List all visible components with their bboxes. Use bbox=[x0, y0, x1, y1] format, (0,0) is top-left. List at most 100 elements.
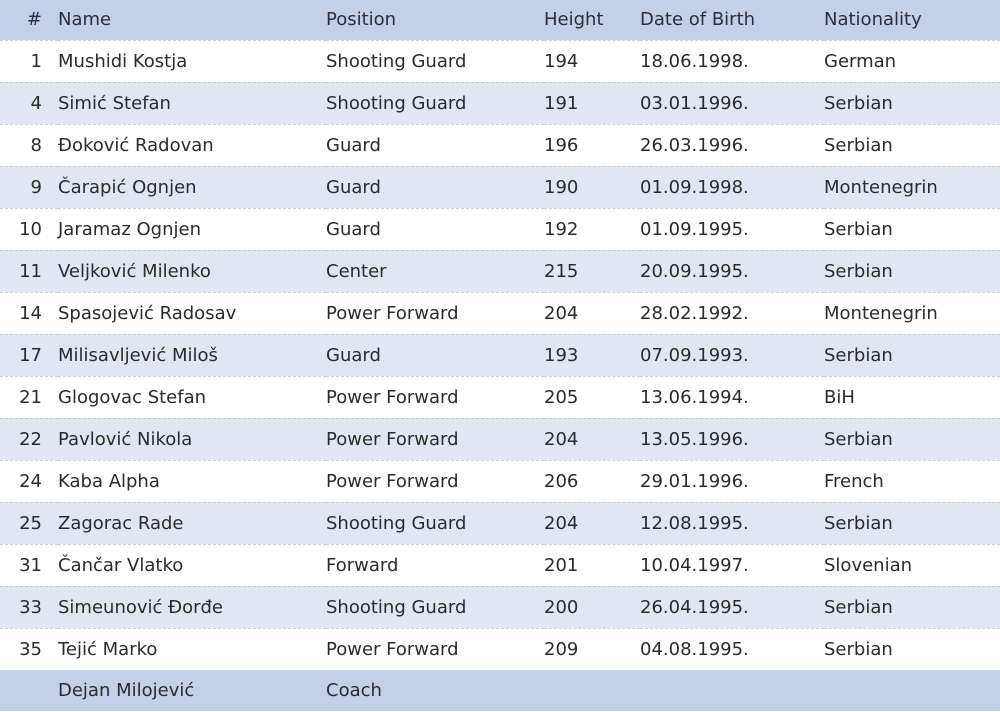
player-name: Kaba Alpha bbox=[58, 470, 160, 492]
player-number: 9 bbox=[30, 176, 42, 198]
player-number: 21 bbox=[19, 386, 42, 408]
coach-number bbox=[0, 670, 58, 711]
table-row: 8 Đoković Radovan Guard 196 26.03.1996. Serbi… bbox=[0, 124, 1000, 166]
player-name: Spasojević Radosav bbox=[58, 302, 237, 324]
player-nationality: Serbian bbox=[824, 134, 893, 156]
player-nationality: Montenegrin bbox=[824, 302, 938, 324]
player-name: Veljković Milenko bbox=[58, 260, 211, 282]
player-number: 25 bbox=[19, 512, 42, 534]
player-height: 190 bbox=[544, 176, 579, 198]
player-height: 209 bbox=[544, 638, 579, 660]
player-height: 194 bbox=[544, 50, 579, 72]
player-nationality: BiH bbox=[824, 386, 855, 408]
table-row: 21 Glogovac Stefan Power Forward 205 13.06.1… bbox=[0, 376, 1000, 418]
player-number: 35 bbox=[19, 638, 42, 660]
player-dob: 01.09.1995. bbox=[640, 218, 749, 240]
table-row: 4 Simić Stefan Shooting Guard 191 03.01.1996… bbox=[0, 82, 1000, 124]
player-name: Glogovac Stefan bbox=[58, 386, 207, 408]
player-position: Guard bbox=[326, 134, 381, 156]
player-number: 17 bbox=[19, 344, 42, 366]
player-height: 204 bbox=[544, 428, 579, 450]
player-dob: 10.04.1997. bbox=[640, 554, 749, 576]
table-row: 24 Kaba Alpha Power Forward 206 29.01.1996. F… bbox=[0, 460, 1000, 502]
player-dob: 18.06.1998. bbox=[640, 50, 749, 72]
player-position: Power Forward bbox=[326, 638, 459, 660]
player-position: Power Forward bbox=[326, 428, 459, 450]
player-height: 204 bbox=[544, 512, 579, 534]
table-row: 31 Čančar Vlatko Forward 201 10.04.1997. Slov… bbox=[0, 544, 1000, 586]
header-height: Height bbox=[544, 9, 604, 31]
player-dob: 01.09.1998. bbox=[640, 176, 749, 198]
coach-row: Dejan Milojević Coach bbox=[0, 670, 1000, 711]
player-name: Simeunović Đorđe bbox=[58, 596, 223, 618]
player-number: 8 bbox=[30, 134, 42, 156]
player-height: 201 bbox=[544, 554, 579, 576]
header-row: # Name Position Height Date of Birth Nat… bbox=[0, 0, 1000, 40]
player-dob: 04.08.1995. bbox=[640, 638, 749, 660]
header-position: Position bbox=[326, 9, 397, 31]
table-row: 33 Simeunović Đorđe Shooting Guard 200 26.04… bbox=[0, 586, 1000, 628]
player-name: Jaramaz Ognjen bbox=[58, 218, 201, 240]
header-name: Name bbox=[58, 9, 112, 31]
player-nationality: Serbian bbox=[824, 344, 893, 366]
coach-name: Dejan Milojević bbox=[58, 680, 195, 702]
player-dob: 28.02.1992. bbox=[640, 302, 749, 324]
player-position: Center bbox=[326, 260, 387, 282]
coach-height bbox=[544, 670, 640, 711]
coach-nationality bbox=[824, 670, 1000, 711]
header-dob: Date of Birth bbox=[640, 9, 756, 31]
player-dob: 07.09.1993. bbox=[640, 344, 749, 366]
player-position: Shooting Guard bbox=[326, 596, 467, 618]
player-name: Čančar Vlatko bbox=[58, 554, 184, 576]
player-nationality: Serbian bbox=[824, 638, 893, 660]
player-name: Tejić Marko bbox=[58, 638, 158, 660]
table-row: 1 Mushidi Kostja Shooting Guard 194 18.06.19… bbox=[0, 40, 1000, 82]
player-number: 11 bbox=[19, 260, 42, 282]
player-position: Shooting Guard bbox=[326, 50, 467, 72]
table-row: 22 Pavlović Nikola Power Forward 204 13.05.1… bbox=[0, 418, 1000, 460]
table-row: 9 Čarapić Ognjen Guard 190 01.09.1998. Monten… bbox=[0, 166, 1000, 208]
player-height: 200 bbox=[544, 596, 579, 618]
player-dob: 12.08.1995. bbox=[640, 512, 749, 534]
player-dob: 13.06.1994. bbox=[640, 386, 749, 408]
player-nationality: Serbian bbox=[824, 428, 893, 450]
player-position: Shooting Guard bbox=[326, 92, 467, 114]
player-dob: 20.09.1995. bbox=[640, 260, 749, 282]
player-position: Power Forward bbox=[326, 386, 459, 408]
player-dob: 13.05.1996. bbox=[640, 428, 749, 450]
header-nationality: Nationality bbox=[824, 9, 922, 31]
coach-position: Coach bbox=[326, 680, 382, 702]
table-row: 35 Tejić Marko Power Forward 209 04.08.1995.… bbox=[0, 628, 1000, 670]
player-number: 24 bbox=[19, 470, 42, 492]
player-name: Zagorac Rade bbox=[58, 512, 184, 534]
player-dob: 26.04.1995. bbox=[640, 596, 749, 618]
coach-dob bbox=[640, 670, 824, 711]
player-nationality: Serbian bbox=[824, 596, 893, 618]
player-position: Guard bbox=[326, 344, 381, 366]
player-position: Power Forward bbox=[326, 302, 459, 324]
player-number: 4 bbox=[30, 92, 42, 114]
player-height: 205 bbox=[544, 386, 579, 408]
player-number: 22 bbox=[19, 428, 42, 450]
player-name: Pavlović Nikola bbox=[58, 428, 193, 450]
player-name: Simić Stefan bbox=[58, 92, 171, 114]
player-nationality: French bbox=[824, 470, 884, 492]
player-number: 33 bbox=[19, 596, 42, 618]
player-name: Mushidi Kostja bbox=[58, 50, 188, 72]
player-height: 215 bbox=[544, 260, 579, 282]
player-nationality: Montenegrin bbox=[824, 176, 938, 198]
player-name: Milisavljević Miloš bbox=[58, 344, 218, 366]
player-position: Forward bbox=[326, 554, 399, 576]
player-nationality: Serbian bbox=[824, 512, 893, 534]
player-dob: 26.03.1996. bbox=[640, 134, 749, 156]
player-position: Guard bbox=[326, 218, 381, 240]
player-height: 206 bbox=[544, 470, 579, 492]
player-nationality: Slovenian bbox=[824, 554, 913, 576]
table-row: 11 Veljković Milenko Center 215 20.09.1995. S… bbox=[0, 250, 1000, 292]
player-dob: 03.01.1996. bbox=[640, 92, 749, 114]
player-number: 1 bbox=[30, 50, 42, 72]
player-nationality: Serbian bbox=[824, 218, 893, 240]
player-number: 10 bbox=[19, 218, 42, 240]
player-position: Power Forward bbox=[326, 470, 459, 492]
